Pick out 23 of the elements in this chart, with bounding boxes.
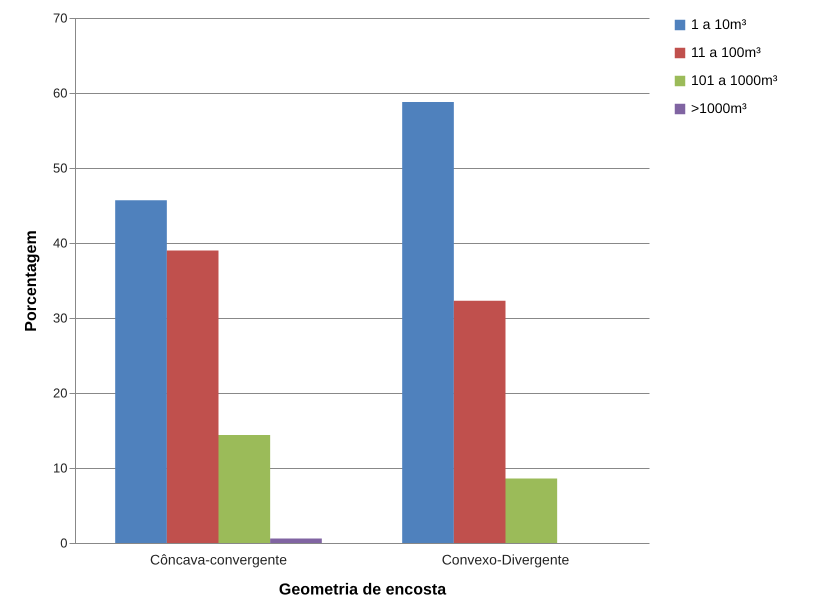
bar [506,478,558,543]
y-tick-label: 20 [53,386,68,400]
legend-label: 1 a 10m³ [691,16,747,32]
x-tick-label: Côncava-convergente [150,552,288,568]
bar [402,102,454,543]
legend-label: 11 a 100m³ [691,44,762,60]
y-tick-label: 60 [53,86,68,100]
y-tick-label: 30 [53,310,68,326]
legend-label: 101 a 1000m³ [691,72,778,88]
x-tick-label: Convexo-Divergente [442,552,570,568]
y-tick-label: 0 [60,536,68,550]
y-tick-label: 70 [53,10,68,26]
bar [166,250,218,543]
y-tick-label: 50 [53,160,68,176]
bar [115,200,167,543]
y-tick-label: 10 [53,460,68,476]
y-axis-title: Porcentagem [23,230,40,332]
bar [270,538,322,543]
legend-label: >1000m³ [691,100,747,116]
bar [218,435,270,543]
x-axis-title: Geometria de encosta [278,582,446,598]
bar [454,300,506,543]
y-tick-label: 40 [53,236,68,250]
